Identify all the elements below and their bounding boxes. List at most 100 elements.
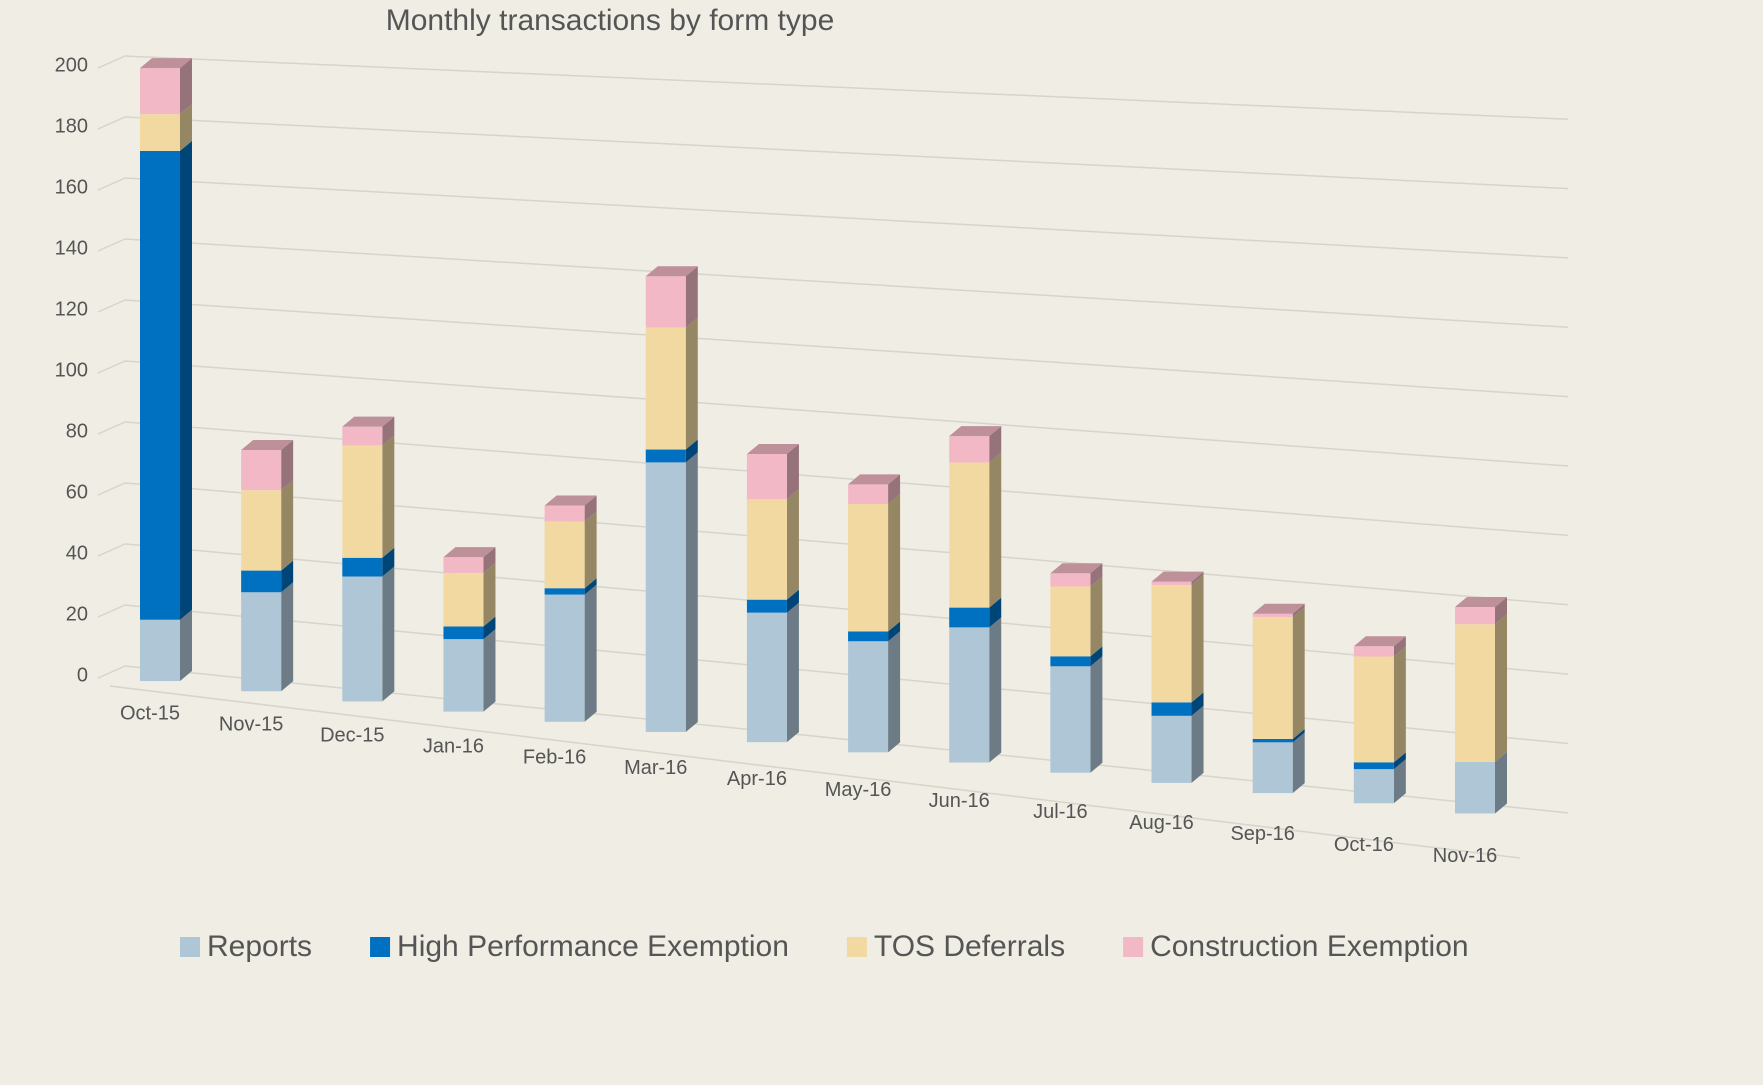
bar-segment bbox=[443, 572, 484, 627]
y-tick-label: 0 bbox=[77, 664, 88, 686]
grid-line bbox=[124, 177, 1569, 259]
bar-top bbox=[949, 426, 1002, 437]
chart-title: Monthly transactions by form type bbox=[386, 4, 835, 37]
bar-side bbox=[1495, 614, 1507, 762]
bar-segment bbox=[443, 639, 484, 712]
x-tick-label: Aug-16 bbox=[1129, 812, 1194, 834]
bar-side bbox=[989, 426, 1002, 463]
bar-segment bbox=[241, 592, 282, 692]
bar-side bbox=[888, 474, 901, 505]
bar-side bbox=[989, 597, 1002, 628]
bar-segment bbox=[746, 453, 787, 500]
x-tick-label: Mar-16 bbox=[624, 757, 687, 779]
y-tick-label: 160 bbox=[55, 176, 88, 198]
bar-segment bbox=[544, 594, 585, 722]
x-tick-label: Nov-16 bbox=[1433, 845, 1497, 867]
x-tick-label: Jun-16 bbox=[929, 790, 990, 812]
tick-mark bbox=[97, 482, 126, 496]
bar-segment bbox=[1455, 606, 1495, 625]
bar-segment bbox=[848, 641, 889, 753]
bar-side bbox=[1191, 692, 1204, 716]
bar-top bbox=[342, 416, 395, 427]
bar-side bbox=[483, 629, 496, 712]
bar-segment bbox=[848, 631, 889, 642]
grid-line bbox=[124, 360, 1569, 467]
bar-top bbox=[746, 443, 799, 454]
bar-side bbox=[1191, 705, 1204, 783]
grid-line bbox=[124, 116, 1569, 190]
bar-side bbox=[1292, 603, 1305, 618]
bar-segment bbox=[949, 462, 990, 608]
bar-top bbox=[1252, 603, 1305, 614]
bar-segment bbox=[1455, 761, 1495, 814]
bar-top bbox=[1455, 596, 1507, 607]
bar-side bbox=[281, 582, 294, 692]
bar-side bbox=[584, 495, 597, 522]
bar-segment bbox=[544, 505, 585, 522]
bar-segment bbox=[1353, 656, 1394, 763]
x-tick-label: Oct-15 bbox=[120, 702, 180, 724]
bar-top bbox=[544, 495, 597, 506]
axis-line bbox=[109, 685, 1521, 859]
bar-segment bbox=[746, 499, 787, 600]
bar-side bbox=[685, 317, 698, 450]
grid-line bbox=[124, 299, 1569, 398]
bar-segment bbox=[645, 276, 686, 328]
bar-segment bbox=[1151, 715, 1192, 783]
bar-side bbox=[584, 511, 597, 589]
bar-segment bbox=[140, 619, 180, 682]
bar-segment bbox=[1050, 666, 1091, 773]
bar-segment bbox=[1353, 646, 1394, 657]
bar-top bbox=[241, 439, 294, 450]
x-tick-label: Sep-16 bbox=[1230, 823, 1295, 845]
y-tick-label: 180 bbox=[55, 115, 88, 137]
bar-segment bbox=[1151, 702, 1192, 716]
bar-side bbox=[685, 266, 698, 328]
bar-segment bbox=[1151, 581, 1192, 585]
bar-segment bbox=[1050, 573, 1091, 587]
bar-side bbox=[1090, 576, 1103, 657]
bar-side bbox=[1090, 563, 1103, 587]
bar-segment bbox=[342, 445, 383, 558]
bar-segment bbox=[645, 327, 686, 450]
x-tick-label: Nov-15 bbox=[219, 713, 283, 735]
x-tick-label: Oct-16 bbox=[1334, 834, 1394, 856]
bar-segment bbox=[1151, 584, 1192, 703]
bar-side bbox=[483, 547, 496, 573]
bar-side bbox=[888, 631, 901, 753]
bar-top bbox=[1151, 571, 1204, 582]
y-tick-label: 200 bbox=[55, 54, 88, 76]
x-tick-label: Dec-15 bbox=[320, 724, 384, 746]
bar-side bbox=[685, 439, 698, 463]
bar-side bbox=[382, 566, 395, 702]
legend-label: Construction Exemption bbox=[1150, 930, 1469, 963]
bar-side bbox=[888, 621, 901, 642]
bar-side bbox=[786, 443, 799, 500]
bar-segment bbox=[241, 570, 282, 593]
bar-side bbox=[382, 435, 395, 558]
tick-mark bbox=[97, 665, 126, 679]
bar-segment bbox=[140, 150, 180, 620]
y-tick-label: 40 bbox=[66, 542, 88, 564]
bar-segment bbox=[1252, 742, 1293, 794]
bar-top bbox=[848, 474, 901, 485]
bar-segment bbox=[645, 462, 686, 732]
bar-side bbox=[382, 416, 395, 446]
x-tick-label: Apr-16 bbox=[727, 768, 787, 790]
x-tick-label: Jul-16 bbox=[1033, 801, 1087, 823]
y-tick-label: 120 bbox=[55, 298, 88, 320]
bar-side bbox=[1393, 646, 1406, 763]
bar-segment bbox=[848, 484, 889, 505]
tick-mark bbox=[97, 116, 126, 130]
tick-mark bbox=[97, 604, 126, 618]
bar-segment bbox=[848, 504, 889, 632]
grid-line bbox=[124, 55, 1569, 120]
bar-top bbox=[1353, 636, 1406, 647]
bar-segment bbox=[241, 490, 282, 571]
x-tick-label: May-16 bbox=[825, 779, 892, 801]
x-tick-label: Jan-16 bbox=[423, 735, 484, 757]
tick-mark bbox=[97, 55, 126, 69]
y-tick-label: 100 bbox=[55, 359, 88, 381]
bar-side bbox=[786, 489, 799, 600]
